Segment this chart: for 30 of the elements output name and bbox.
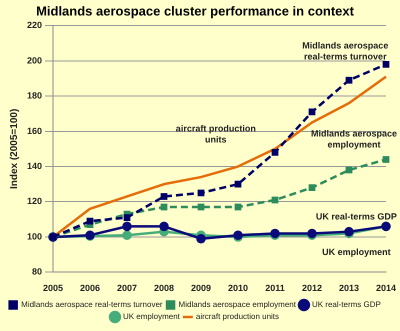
legend-label: UK real-terms GDP xyxy=(312,300,381,310)
y-tick-label: 100 xyxy=(26,231,42,242)
x-tick-label: 2006 xyxy=(80,283,100,294)
y-tick-label: 160 xyxy=(26,126,42,136)
legend-label: Midlands aerospace employment xyxy=(178,300,297,310)
x-tick-label: 2012 xyxy=(302,283,322,294)
annotation: aircraft production units xyxy=(176,123,256,144)
x-tick-label: 2013 xyxy=(338,283,360,294)
y-tick-label: 220 xyxy=(26,20,42,30)
legend-label: UK employment xyxy=(122,312,181,322)
annotation: UK employment xyxy=(322,246,391,257)
annotation: Midlands aerospace real-terms turnover xyxy=(302,40,388,62)
x-tick-label: 2014 xyxy=(376,283,396,294)
legend-label: Midlands aerospace real-terms turnover xyxy=(21,300,163,310)
legend-label: aircraft production units xyxy=(196,312,280,322)
y-axis-title: Index (2005=100) xyxy=(8,108,20,190)
annotation: UK real-terms GDP xyxy=(316,212,397,222)
y-tick-label: 120 xyxy=(26,196,42,206)
y-tick-label: 180 xyxy=(26,90,42,101)
chart-title: Midlands aerospace cluster performance in context xyxy=(36,3,355,18)
y-tick-label: 200 xyxy=(26,55,42,66)
x-tick-label: 2008 xyxy=(154,283,174,294)
y-tick-label: 140 xyxy=(26,161,42,171)
x-tick-label: 2010 xyxy=(228,283,248,294)
x-tick-label: 2007 xyxy=(116,283,138,294)
annotation: Midlands aerospace employment xyxy=(310,128,398,150)
y-tick-label: 80 xyxy=(32,266,42,277)
x-tick-label: 2011 xyxy=(265,283,285,294)
x-tick-label: 2009 xyxy=(190,283,212,294)
x-tick-label: 2005 xyxy=(43,283,64,294)
